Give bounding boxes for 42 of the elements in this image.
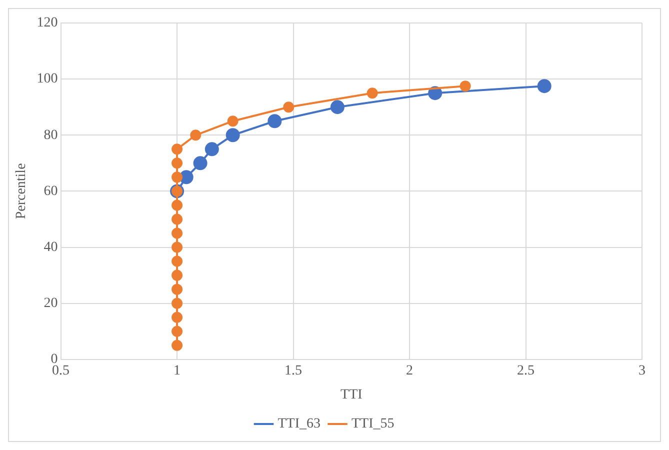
point bbox=[227, 116, 238, 127]
point bbox=[283, 102, 294, 113]
point bbox=[460, 80, 471, 92]
point bbox=[172, 200, 183, 211]
point bbox=[179, 170, 194, 184]
point bbox=[193, 156, 208, 170]
x-tick-label: 3 bbox=[638, 363, 646, 378]
point bbox=[172, 242, 183, 253]
x-tick-label: 0.5 bbox=[52, 363, 70, 378]
point bbox=[172, 284, 183, 295]
legend-label: TTI_55 bbox=[352, 416, 394, 432]
point bbox=[190, 130, 202, 141]
x-tick-label: 1.5 bbox=[284, 363, 302, 378]
point bbox=[172, 312, 183, 323]
point bbox=[172, 298, 183, 309]
point bbox=[172, 256, 183, 267]
point bbox=[172, 172, 183, 183]
point bbox=[172, 340, 183, 351]
y-tick-label: 60 bbox=[44, 184, 58, 199]
point bbox=[366, 88, 378, 99]
point bbox=[172, 228, 183, 239]
y-tick-label: 20 bbox=[44, 296, 58, 312]
point bbox=[172, 270, 183, 281]
x-tick-label: 2 bbox=[406, 363, 414, 378]
x-tick-label: 2.5 bbox=[517, 363, 535, 378]
y-tick-label: 80 bbox=[44, 128, 58, 143]
y-tick-label: 120 bbox=[36, 16, 58, 31]
y-tick-label: 100 bbox=[36, 72, 58, 87]
point bbox=[172, 214, 183, 225]
point bbox=[537, 79, 552, 94]
point bbox=[172, 144, 183, 155]
point bbox=[268, 114, 282, 128]
point bbox=[172, 158, 183, 169]
point bbox=[330, 100, 344, 114]
point bbox=[204, 142, 219, 156]
point bbox=[172, 326, 183, 337]
y-axis-title: Percentile bbox=[14, 163, 30, 220]
legend-label: TTI_63 bbox=[278, 416, 320, 432]
x-tick-label: 1 bbox=[174, 363, 181, 378]
point bbox=[226, 128, 240, 142]
y-tick-label: 40 bbox=[44, 240, 58, 255]
x-axis-title: TTI bbox=[340, 387, 363, 402]
